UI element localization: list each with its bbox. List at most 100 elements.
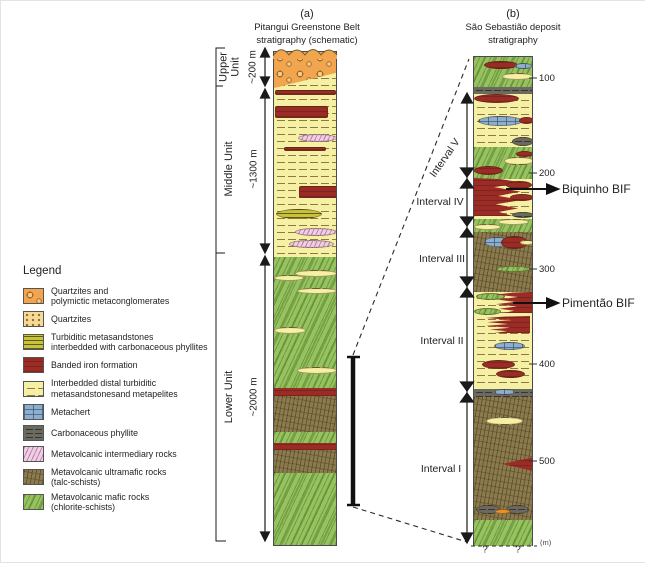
column-b: [473, 56, 533, 546]
biquinho-bif-label: Biquinho BIF: [562, 182, 631, 196]
lens-carbonaceous: [512, 212, 532, 218]
legend-label: Metavolcanic intermediary rocks: [51, 448, 177, 459]
interval-axis: [459, 91, 475, 545]
legend-swatch-pink: [23, 445, 44, 462]
unit-thickness-upper: ~200 m: [247, 50, 259, 84]
pimentao-bif-label: Pimentão BIF: [562, 296, 635, 310]
lens-bif: [519, 117, 532, 124]
interval-label-i: Interval I: [420, 463, 462, 475]
legend-label: Metavolcanic mafic rocks (chlorite-schis…: [51, 491, 150, 512]
legend-item: Quartzites and polymictic metaconglomera…: [23, 286, 219, 306]
unit-label-upper: Upper Unit: [217, 52, 241, 82]
unit-thickness-lower: ~2000 m: [248, 377, 260, 417]
lens-interbedded: [274, 275, 304, 281]
lens-pink: [289, 240, 334, 248]
depth-label-200: 200: [539, 168, 555, 179]
legend-label: Quartzites and polymictic metaconglomera…: [51, 286, 170, 307]
legend-label: Carbonaceous phyllite: [51, 427, 139, 438]
stratum-bif: [274, 443, 336, 450]
lens-interbedded: [486, 417, 523, 425]
panel-a-tag: (a): [300, 8, 314, 20]
lens-bif: [506, 181, 532, 189]
depth-label-400: 400: [539, 359, 555, 370]
legend: Legend Quartzites and polymictic metacon…: [23, 265, 219, 512]
lens-orange: [495, 509, 510, 514]
lens-olive: [276, 209, 322, 219]
panel-a-header: (a) Pitangui Greenstone Belt stratigraph…: [227, 7, 387, 47]
lens-bif: [501, 236, 528, 249]
uncertainty-mark-1: ?: [482, 544, 488, 556]
lens-mafic: [474, 308, 501, 315]
stratum-mafic: [474, 520, 532, 546]
lens-metachert: [515, 63, 532, 69]
interval-label-iii: Interval III: [418, 253, 466, 265]
stratum-mafic: [274, 257, 336, 388]
lens-metachert: [478, 116, 523, 126]
lens-mafic: [496, 266, 531, 272]
depth-label-300: 300: [539, 264, 555, 275]
panel-b-title: São Sebastião deposit stratigraphy: [465, 22, 561, 46]
lens-bif: [275, 90, 336, 95]
lens-bif: [474, 166, 503, 175]
stratum-mafic: [274, 473, 336, 545]
legend-item: Metavolcanic ultramafic rocks (talc-schi…: [23, 467, 219, 487]
lens-mafic: [476, 293, 505, 300]
stratum-ultramafic: [474, 397, 532, 520]
column-a: [273, 51, 337, 546]
lens-bif: [510, 194, 532, 201]
stratum-bif: [274, 388, 336, 396]
stratum-mafic: [274, 432, 336, 443]
lens-metachert: [494, 342, 525, 350]
lens-interbedded: [520, 240, 532, 245]
lens-bif: [484, 61, 518, 69]
stratum-carbonaceous: [474, 87, 532, 94]
panel-b-tag: (b): [506, 8, 520, 20]
lens-metachert: [494, 389, 515, 395]
depth-unit-label: (m): [540, 538, 552, 547]
stratum-mafic: [474, 57, 532, 87]
panel-a-title: Pitangui Greenstone Belt stratigraphy (s…: [254, 22, 360, 46]
lens-interbedded: [504, 157, 532, 165]
legend-swatch-ultramafic: [23, 468, 44, 485]
stratum-ultramafic: [274, 396, 336, 432]
legend-swatch-metachert: [23, 403, 44, 420]
depth-label-100: 100: [539, 73, 555, 84]
legend-title: Legend: [23, 265, 62, 277]
panel-b-header: (b) São Sebastião deposit stratigraphy: [433, 7, 593, 47]
legend-item: Quartzites: [23, 311, 219, 328]
lens-interbedded: [498, 219, 529, 225]
lens-bif: [496, 370, 525, 378]
legend-label: Interbedded distal turbiditic metasandst…: [51, 378, 178, 399]
unit-label-lower: Lower Unit: [223, 370, 236, 424]
legend-swatch-olive: [23, 334, 44, 351]
lens-bif: [474, 94, 519, 103]
legend-swatch-mafic: [23, 493, 44, 510]
correlation-bracket: [347, 355, 360, 507]
stratum-ultramafic: [274, 450, 336, 473]
interval-label-v: Interval V: [427, 136, 463, 180]
lens-interbedded: [297, 367, 336, 374]
lens-pink: [298, 134, 336, 142]
lens-bif: [284, 147, 326, 151]
legend-swatch-quartzite: [23, 311, 44, 328]
legend-label: Metachert: [51, 406, 91, 417]
interval-label-ii: Interval II: [420, 335, 464, 347]
lens-interbedded: [297, 288, 336, 294]
legend-label: Banded iron formation: [51, 360, 138, 371]
depth-label-500: 500: [539, 456, 555, 467]
lens-interbedded: [474, 224, 501, 230]
uncertainty-mark-2: ?: [515, 544, 521, 556]
legend-swatch-carbonaceous: [23, 424, 44, 441]
legend-swatch-bif: [23, 357, 44, 374]
legend-label: Metavolcanic ultramafic rocks (talc-schi…: [51, 466, 167, 487]
unit-scale-arrows: [259, 46, 271, 543]
legend-item: Turbiditic metasandstones interbedded wi…: [23, 332, 219, 352]
lens-carbonaceous: [506, 505, 529, 514]
legend-label: Turbiditic metasandstones interbedded wi…: [51, 332, 208, 353]
unit-label-middle: Middle Unit: [223, 141, 236, 197]
legend-item: Metavolcanic mafic rocks (chlorite-schis…: [23, 492, 219, 512]
lens-bif: [299, 186, 336, 198]
legend-swatch-conglomerate: [23, 288, 44, 305]
lens-bif: [482, 360, 515, 369]
